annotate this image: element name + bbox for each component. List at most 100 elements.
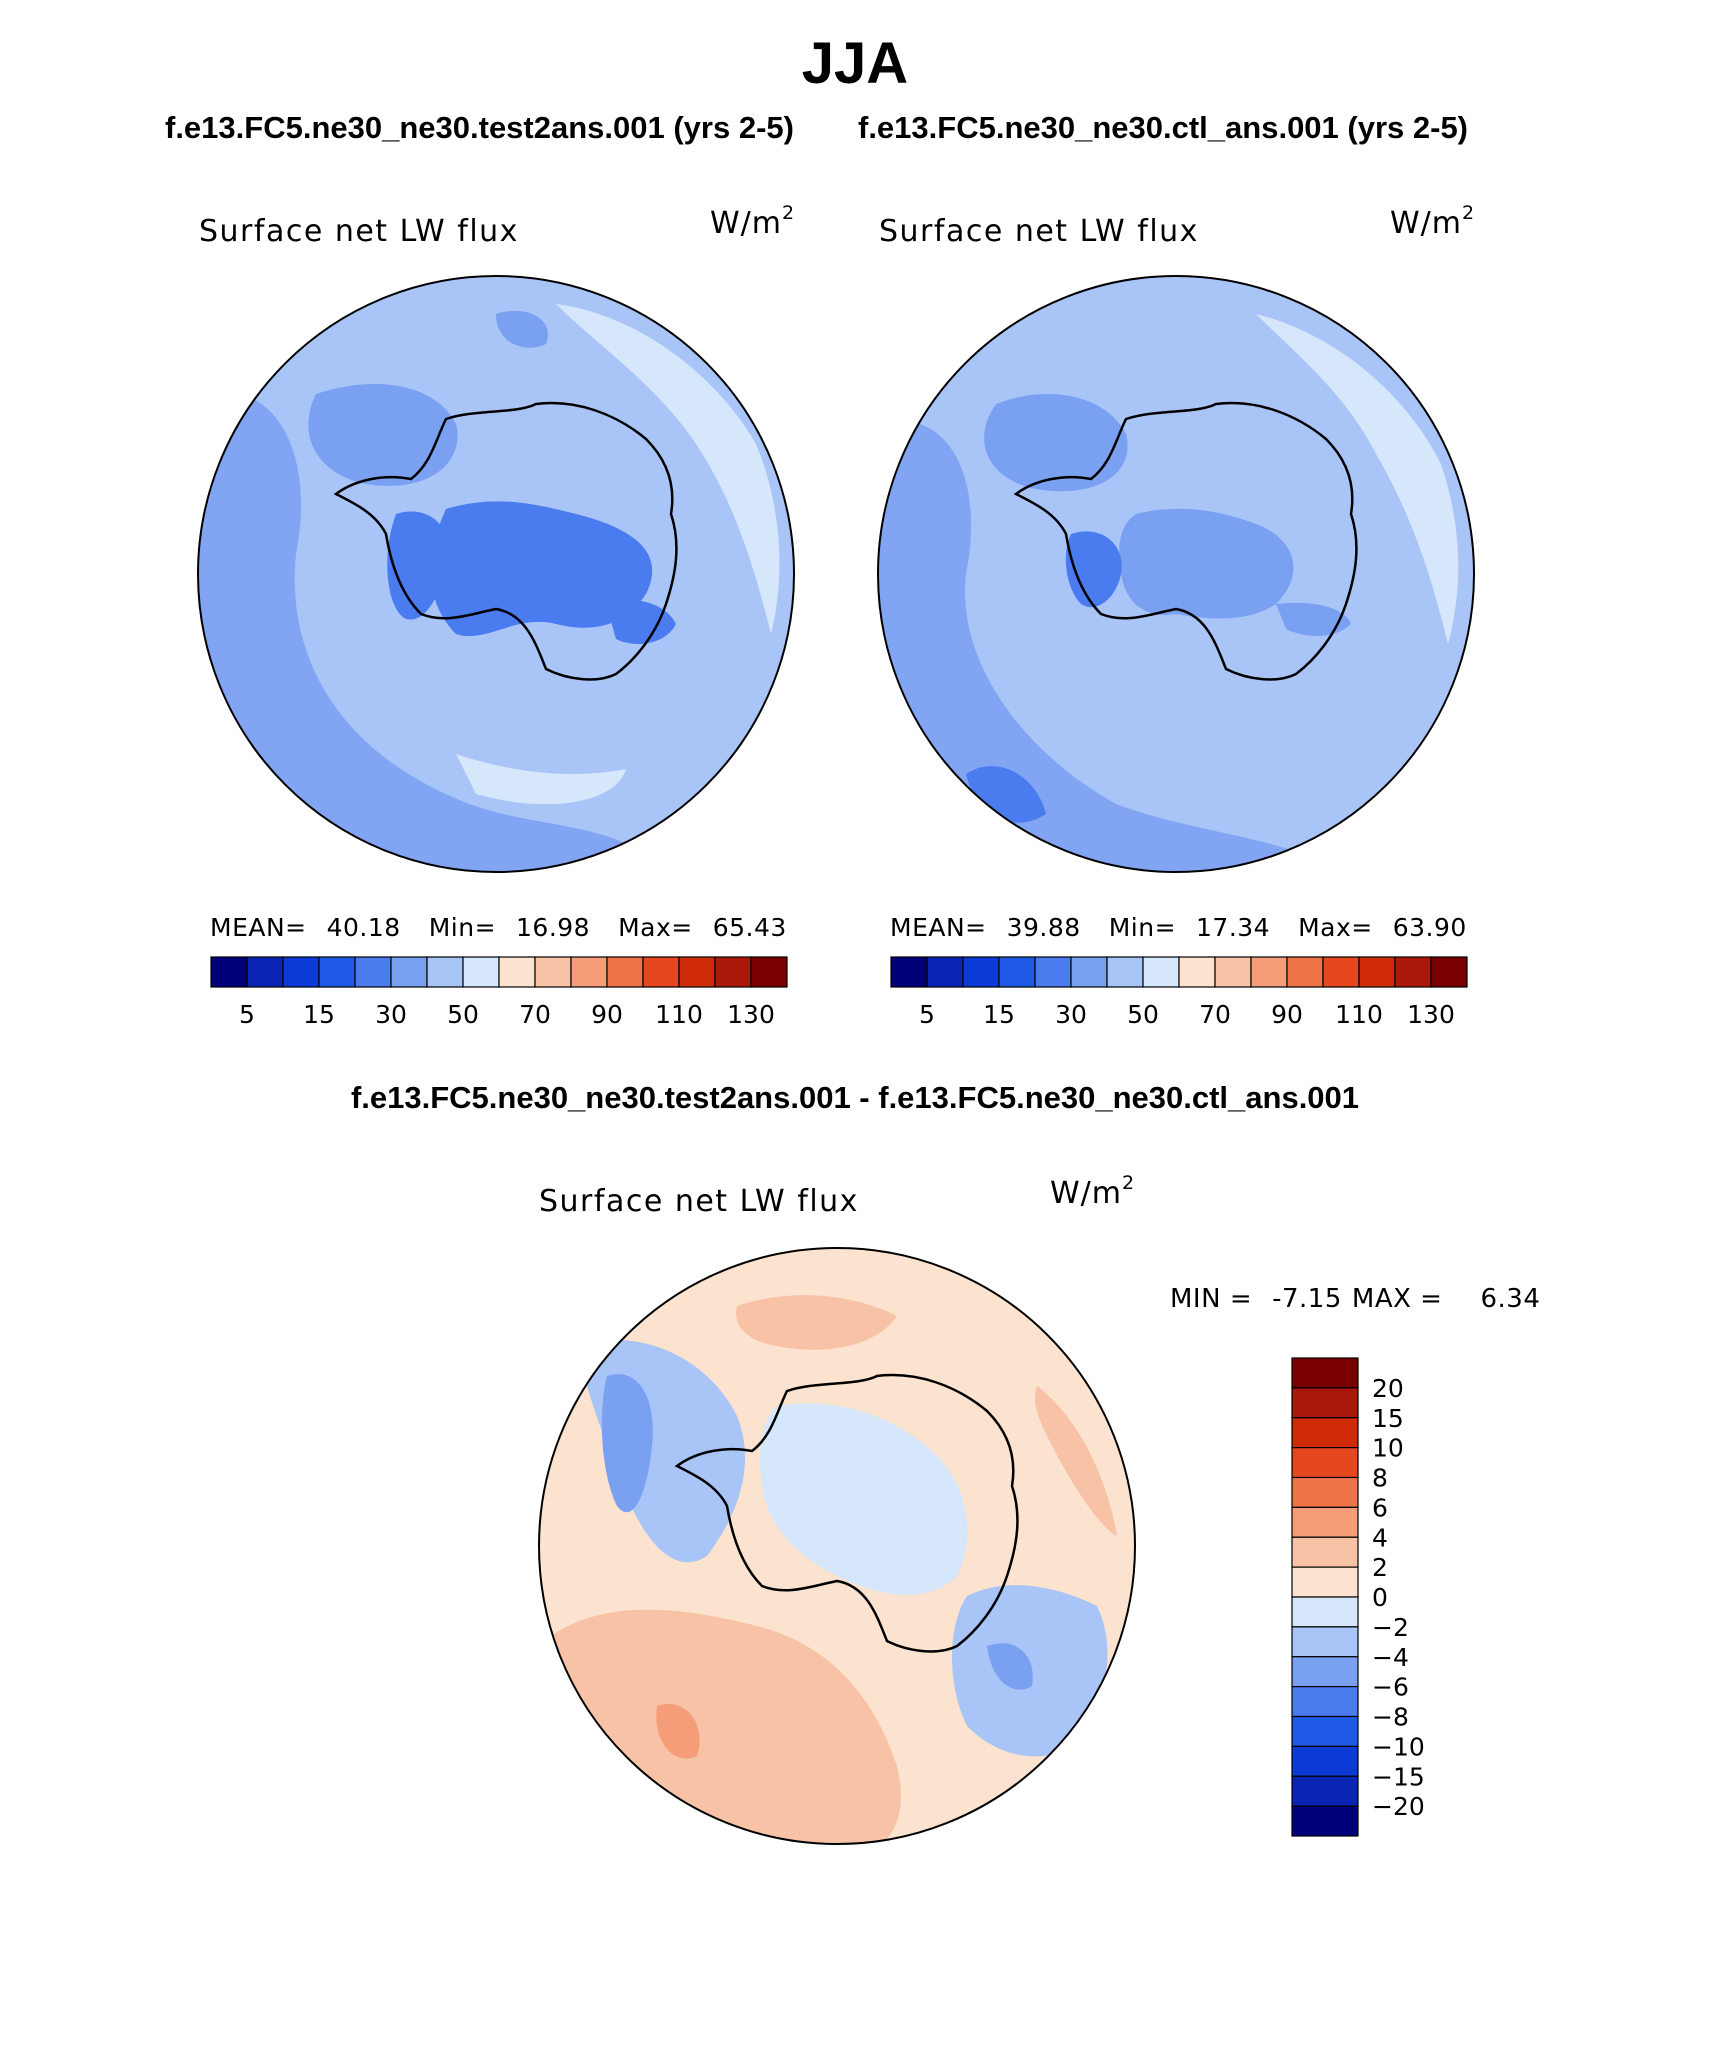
panel2-colorbar-swatch	[962, 956, 1000, 988]
panel1-colorbar-swatch	[750, 956, 788, 988]
diff-units: W/m2	[1050, 1172, 1136, 1211]
panel1-peninsula-blue	[387, 511, 448, 620]
panel1-mean-value: 40.18	[326, 913, 401, 942]
diff-cool-west-deep	[601, 1374, 653, 1513]
panel1-colorbar-tick-label: 5	[239, 1000, 255, 1029]
diff-colorbar-swatch	[1291, 1357, 1359, 1389]
panel1-min-label: Min=	[428, 913, 497, 942]
diff-colorbar-tick-label: 4	[1372, 1523, 1388, 1552]
panel1-colorbar-swatch	[498, 956, 536, 988]
panel1-colorbar-tick-label: 110	[655, 1000, 703, 1029]
diff-colorbar-tick-label: −8	[1372, 1703, 1409, 1732]
panel2-colorbar-swatch	[926, 956, 964, 988]
panel1-colorbar: 5 15 30 50 70 90 110 130	[210, 956, 788, 1029]
diff-warm-patch	[656, 1704, 700, 1759]
panel2-colorbar-swatch	[890, 956, 928, 988]
panel1-colorbar-tick-label: 130	[727, 1000, 775, 1029]
panel1-colorbar-tick-label: 30	[375, 1000, 407, 1029]
panel2-colorbar-swatch	[1106, 956, 1144, 988]
diff-warm-n	[736, 1295, 897, 1350]
panel1-colorbar-swatch	[570, 956, 608, 988]
panel1-colorbar-swatch	[318, 956, 356, 988]
panel2-colorbar-swatch	[1070, 956, 1108, 988]
panel2-peninsula-blue	[1065, 531, 1122, 608]
diff-colorbar-swatch	[1291, 1686, 1359, 1718]
panel1-colorbar-swatch	[246, 956, 284, 988]
test-case-title: f.e13.FC5.ne30_ne30.test2ans.001 (yrs 2-…	[165, 110, 794, 145]
panel1-colorbar-swatch	[606, 956, 644, 988]
panel2-antarctica-coastline	[1013, 401, 1358, 681]
panel2-colorbar-swatch	[998, 956, 1036, 988]
panel1-colorbar-swatch	[642, 956, 680, 988]
panel2-light-arc	[1256, 314, 1459, 644]
panel1-antarctica-coastline	[333, 401, 678, 681]
diff-colorbar-tick-label: −2	[1372, 1613, 1409, 1642]
diff-colorbar-swatch	[1291, 1656, 1359, 1688]
panel1-polar-map	[197, 275, 795, 873]
panel2-max-value: 63.90	[1392, 913, 1467, 942]
panel2-colorbar-swatch	[1430, 956, 1468, 988]
diff-colorbar-swatch	[1291, 1596, 1359, 1628]
panel2-outer-band	[878, 420, 1346, 872]
panel2-min-label: Min=	[1108, 913, 1177, 942]
panel1-colorbar-swatch	[390, 956, 428, 988]
diff-colorbar-tick-label: 10	[1372, 1434, 1404, 1463]
panel2-colorbar: 5 15 30 50 70 90 110 130	[890, 956, 1468, 1029]
diff-max-value: 6.34	[1480, 1284, 1541, 1314]
panel2-colorbar-swatch	[1142, 956, 1180, 988]
panel1-map-border	[197, 275, 795, 873]
panel2-colorbar-tick-label: 110	[1335, 1000, 1383, 1029]
diff-colorbar-swatch	[1291, 1536, 1359, 1568]
panel1-units: W/m2	[710, 202, 796, 241]
diff-colorbar-swatch	[1291, 1417, 1359, 1449]
panel1-blue-patch-2	[496, 310, 548, 348]
panel1-max-label: Max=	[618, 913, 693, 942]
panel1-blue-patch	[308, 384, 458, 486]
diff-min-value: -7.15	[1272, 1284, 1342, 1314]
diff-colorbar-swatch	[1291, 1775, 1359, 1807]
diff-colorbar-swatch	[1291, 1745, 1359, 1777]
diff-colorbar-tick-label: 8	[1372, 1464, 1388, 1493]
panel1-east-blue	[606, 600, 676, 644]
diff-colorbar-tick-label: 6	[1372, 1493, 1388, 1522]
panel2-units: W/m2	[1390, 202, 1476, 241]
diff-colorbar-swatch	[1291, 1447, 1359, 1479]
diff-warm-ne	[1035, 1386, 1117, 1536]
panel1-colorbar-swatch	[282, 956, 320, 988]
diff-colorbar-tick-label: 2	[1372, 1553, 1388, 1582]
panel1-mean-label: MEAN=	[210, 913, 307, 942]
panel2-colorbar-swatch	[1322, 956, 1360, 988]
diff-colorbar-swatch	[1291, 1805, 1359, 1837]
panel2-variable-label: Surface net LW flux	[879, 214, 1199, 249]
panel2-colorbar-tick-label: 130	[1407, 1000, 1455, 1029]
panel2-colorbar-swatch	[1034, 956, 1072, 988]
panel2-colorbar-tick-label: 50	[1127, 1000, 1159, 1029]
panel2-colorbar-tick-label: 70	[1199, 1000, 1231, 1029]
panel1-deep-blue-region	[430, 501, 653, 637]
panel2-colorbar-tick-label: 30	[1055, 1000, 1087, 1029]
panel1-colorbar-swatch	[462, 956, 500, 988]
diff-polar-map	[538, 1247, 1136, 1845]
panel1-colorbar-tick-label: 50	[447, 1000, 479, 1029]
diff-colorbar-tick-label: −15	[1372, 1762, 1425, 1791]
panel2-mean-value: 39.88	[1006, 913, 1081, 942]
panel2-colorbar-swatch	[1214, 956, 1252, 988]
panel1-colorbar-swatch	[354, 956, 392, 988]
diff-max-label: MAX =	[1351, 1284, 1443, 1314]
difference-title: f.e13.FC5.ne30_ne30.test2ans.001 - f.e13…	[350, 1080, 1360, 1115]
diff-colorbar-swatch	[1291, 1476, 1359, 1508]
season-title: JJA	[801, 31, 909, 96]
panel2-mean-label: MEAN=	[890, 913, 987, 942]
diff-colorbar-tick-label: −10	[1372, 1732, 1425, 1761]
panel2-colorbar-swatch	[1286, 956, 1324, 988]
diff-colorbar-tick-label: 0	[1372, 1583, 1388, 1612]
diff-colorbar-swatch	[1291, 1626, 1359, 1658]
panel1-colorbar-swatch	[426, 956, 464, 988]
diff-colorbar-swatch	[1291, 1566, 1359, 1598]
panel2-map-border	[877, 275, 1475, 873]
panel1-min-value: 16.98	[516, 913, 591, 942]
panel2-colorbar-swatch	[1178, 956, 1216, 988]
panel2-blue-patch	[984, 394, 1128, 492]
panel2-colorbar-swatch	[1358, 956, 1396, 988]
diff-map-border	[538, 1247, 1136, 1845]
